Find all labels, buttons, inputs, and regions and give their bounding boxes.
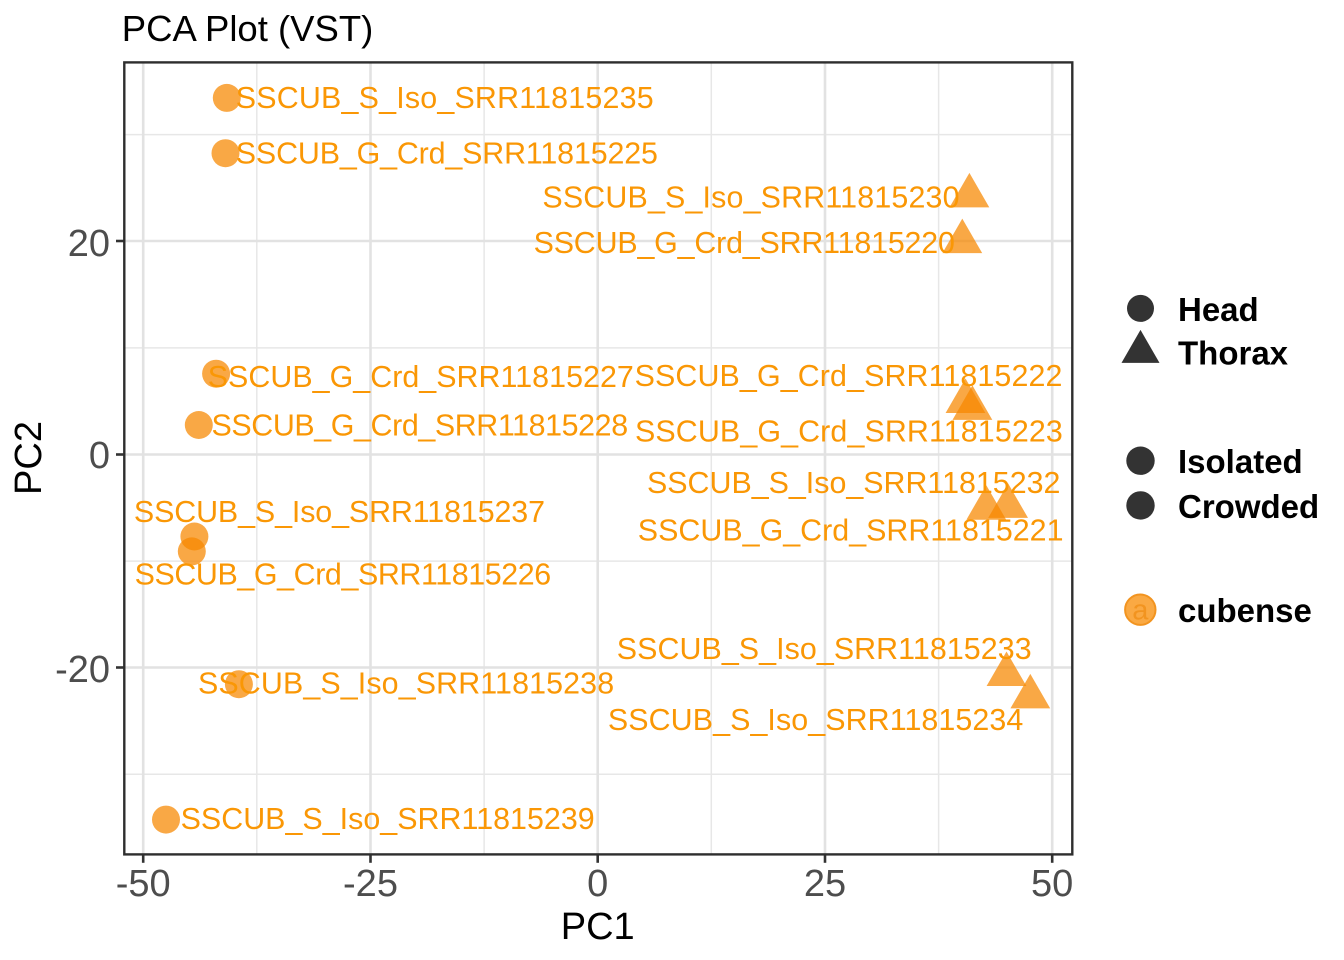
svg-text:SSCUB_S_Iso_SRR11815237: SSCUB_S_Iso_SRR11815237 [134,495,545,529]
svg-text:0: 0 [587,863,608,905]
svg-text:SSCUB_G_Crd_SRR11815225: SSCUB_G_Crd_SRR11815225 [236,136,658,170]
svg-text:SSCUB_G_Crd_SRR11815227: SSCUB_G_Crd_SRR11815227 [208,360,634,394]
svg-text:SSCUB_S_Iso_SRR11815233: SSCUB_S_Iso_SRR11815233 [617,632,1032,666]
svg-text:PC1: PC1 [561,906,635,948]
svg-text:PC2: PC2 [8,421,50,495]
svg-text:Isolated: Isolated [1178,443,1303,480]
svg-text:Thorax: Thorax [1178,335,1289,372]
svg-text:SSCUB_S_Iso_SRR11815232: SSCUB_S_Iso_SRR11815232 [647,466,1060,500]
svg-text:0: 0 [89,435,110,477]
svg-text:25: 25 [804,863,846,905]
svg-text:20: 20 [68,223,110,265]
svg-text:-25: -25 [343,863,398,905]
svg-text:SSCUB_S_Iso_SRR11815239: SSCUB_S_Iso_SRR11815239 [181,802,595,836]
svg-text:SSCUB_S_Iso_SRR11815238: SSCUB_S_Iso_SRR11815238 [198,666,614,700]
svg-text:SSCUB_S_Iso_SRR11815230: SSCUB_S_Iso_SRR11815230 [542,180,959,214]
svg-text:Crowded: Crowded [1178,488,1319,525]
svg-text:Head: Head [1178,291,1259,328]
svg-text:-20: -20 [55,649,110,691]
svg-text:SSCUB_G_Crd_SRR11815222: SSCUB_G_Crd_SRR11815222 [635,359,1063,393]
svg-text:SSCUB_G_Crd_SRR11815223: SSCUB_G_Crd_SRR11815223 [635,415,1063,449]
svg-text:SSCUB_G_Crd_SRR11815228: SSCUB_G_Crd_SRR11815228 [212,409,629,443]
svg-text:SSCUB_S_Iso_SRR11815234: SSCUB_S_Iso_SRR11815234 [608,703,1023,737]
svg-text:-50: -50 [116,863,171,905]
svg-text:SSCUB_G_Crd_SRR11815221: SSCUB_G_Crd_SRR11815221 [638,513,1064,547]
svg-text:SSCUB_S_Iso_SRR11815235: SSCUB_S_Iso_SRR11815235 [236,81,654,115]
svg-text:SSCUB_G_Crd_SRR11815226: SSCUB_G_Crd_SRR11815226 [135,557,552,591]
svg-text:SSCUB_G_Crd_SRR11815220: SSCUB_G_Crd_SRR11815220 [534,226,955,260]
svg-text:a: a [1132,595,1149,627]
svg-text:cubense: cubense [1178,592,1312,629]
svg-text:50: 50 [1031,863,1073,905]
svg-text:PCA Plot (VST): PCA Plot (VST) [122,8,374,49]
